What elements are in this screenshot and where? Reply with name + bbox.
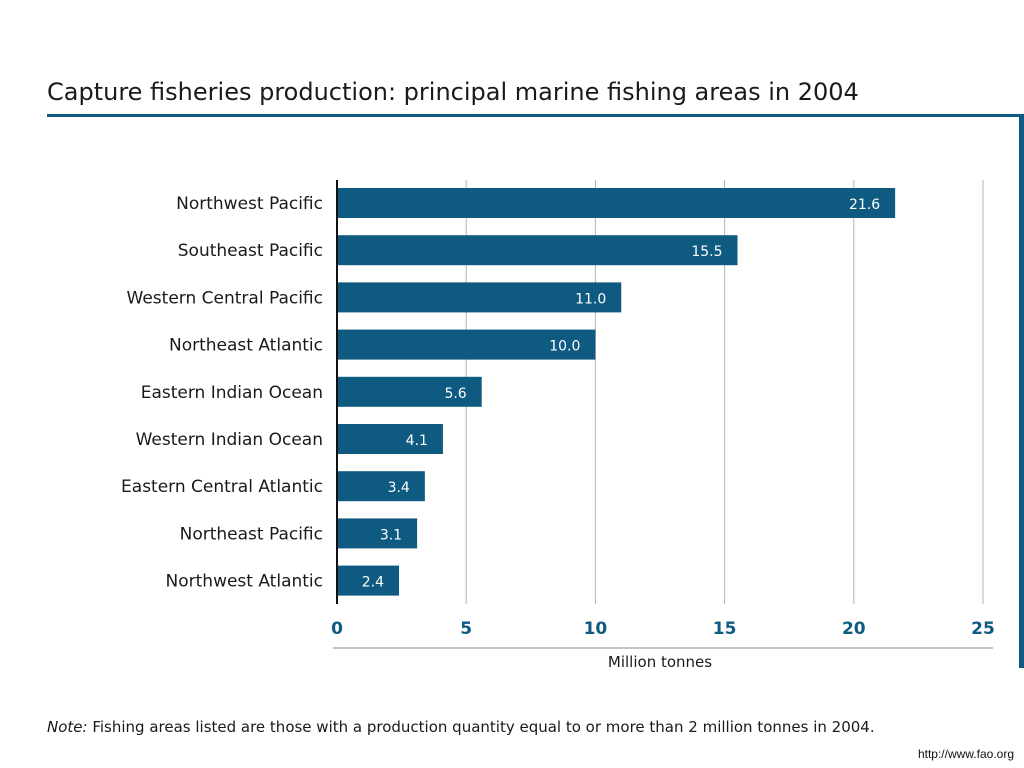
bar — [337, 235, 738, 266]
value-label: 15.5 — [691, 244, 722, 260]
category-label: Eastern Central Atlantic — [121, 477, 323, 497]
x-tick-label: 10 — [584, 619, 608, 639]
bar — [337, 282, 622, 313]
bar — [337, 565, 400, 596]
chart-title: Capture fisheries production: principal … — [47, 78, 859, 106]
category-label: Northwest Pacific — [176, 194, 323, 214]
value-label: 5.6 — [444, 386, 466, 402]
category-label: Northwest Atlantic — [166, 572, 323, 592]
category-label: Western Central Pacific — [127, 288, 323, 308]
footnote: Note: Fishing areas listed are those wit… — [47, 718, 875, 736]
x-tick-label: 15 — [713, 619, 737, 639]
x-tick-label: 25 — [971, 619, 995, 639]
category-label: Southeast Pacific — [178, 241, 323, 261]
value-label: 4.1 — [406, 433, 428, 449]
category-labels: Northwest Pacific Southeast Pacific Wester… — [121, 194, 323, 592]
x-axis-label: Million tonnes — [608, 653, 712, 671]
value-label: 3.4 — [388, 480, 410, 496]
category-label: Eastern Indian Ocean — [141, 383, 323, 403]
value-label: 21.6 — [849, 197, 880, 213]
value-label: 3.1 — [380, 527, 402, 543]
bar — [337, 376, 482, 407]
note-label: Note: — [47, 718, 88, 736]
x-tick-label: 20 — [842, 619, 866, 639]
bar — [337, 471, 425, 502]
x-tick-label: 0 — [331, 619, 343, 639]
value-label: 11.0 — [575, 291, 606, 307]
value-label: 10.0 — [549, 339, 580, 355]
source-url: http://www.fao.org — [917, 747, 1014, 761]
bar — [337, 518, 418, 549]
category-label: Northeast Atlantic — [169, 336, 323, 356]
bar — [337, 188, 896, 218]
right-border — [1019, 114, 1024, 668]
value-labels: 21.6 15.5 11.0 10.0 5.6 4.1 3.4 3.1 2.4 — [362, 197, 880, 591]
x-tick-label: 5 — [460, 619, 472, 639]
bar — [337, 424, 443, 454]
bars-group — [337, 188, 896, 596]
category-label: Northeast Pacific — [180, 524, 323, 544]
value-label: 2.4 — [362, 575, 384, 591]
bar — [337, 329, 596, 360]
note-text: Fishing areas listed are those with a pr… — [87, 718, 875, 736]
category-label: Western Indian Ocean — [136, 430, 323, 450]
x-tick-labels: 0 5 10 15 20 25 — [331, 619, 995, 639]
title-divider — [47, 114, 1024, 117]
